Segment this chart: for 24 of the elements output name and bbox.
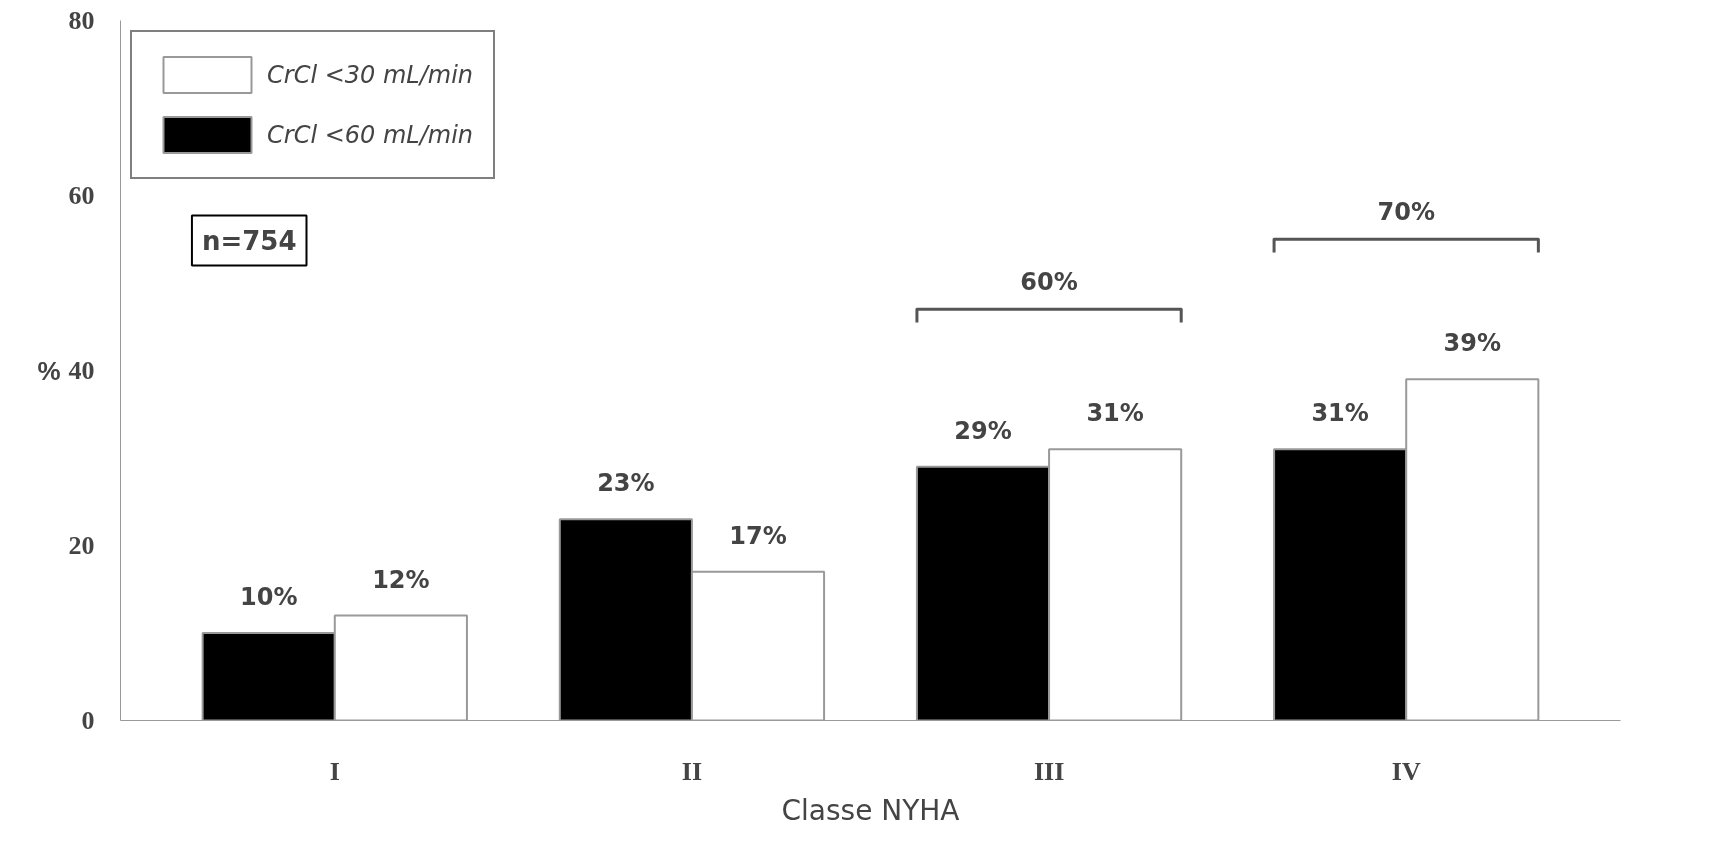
annotation: n=754 xyxy=(201,225,297,256)
y-tick-label: 60 xyxy=(68,181,95,210)
y-tick-label: 40 xyxy=(68,356,95,385)
legend-label: CrCl <60 mL/min xyxy=(267,120,474,149)
y-tick-label: 80 xyxy=(68,6,95,35)
annotation: 60% xyxy=(1020,268,1078,297)
x-axis-title: Classe NYHA xyxy=(781,793,960,827)
x-tick-label: III xyxy=(1033,756,1065,786)
x-tick-label: II xyxy=(681,756,703,786)
legend-label: CrCl <30 mL/min xyxy=(267,60,474,89)
data-label: 39% xyxy=(1443,329,1502,358)
y-tick-label: 0 xyxy=(81,706,95,735)
data-label: 23% xyxy=(597,469,655,498)
data-label: 17% xyxy=(729,521,787,550)
data-label: 29% xyxy=(954,416,1012,445)
y-axis-title: % xyxy=(37,355,61,386)
x-tick-label: I xyxy=(329,756,340,786)
data-label: 12% xyxy=(372,565,430,594)
y-tick-label: 20 xyxy=(68,531,95,560)
annotation: 70% xyxy=(1377,198,1435,227)
data-label: 10% xyxy=(239,583,298,612)
data-label: 31% xyxy=(1311,399,1369,428)
data-label: 31% xyxy=(1086,399,1144,428)
x-tick-label: IV xyxy=(1391,756,1421,786)
